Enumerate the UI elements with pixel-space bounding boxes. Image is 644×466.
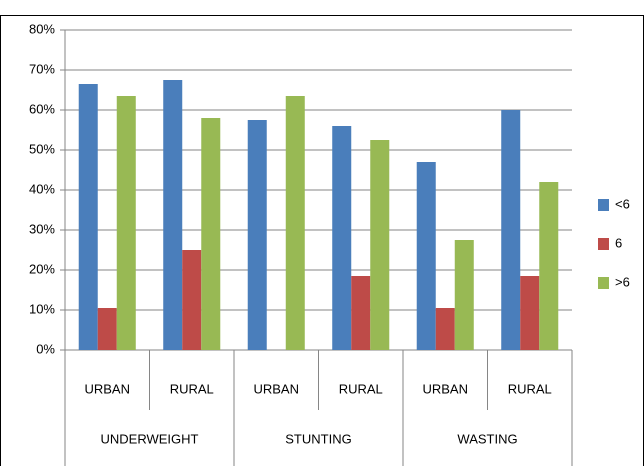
legend-swatch [598, 238, 609, 250]
bar [351, 276, 371, 350]
bar [501, 110, 521, 350]
x-tick-label: URBAN [253, 381, 299, 396]
group-label: UNDERWEIGHT [101, 431, 199, 446]
group-label: STUNTING [285, 431, 351, 446]
bar [97, 308, 117, 350]
legend-label: 6 [615, 235, 622, 250]
y-tick-label: 50% [29, 141, 55, 156]
x-tick-label: URBAN [422, 381, 468, 396]
y-tick-label: 10% [29, 301, 55, 316]
y-tick-label: 0% [36, 341, 55, 356]
bar [520, 276, 540, 350]
legend-swatch [598, 277, 609, 289]
y-tick-label: 40% [29, 181, 55, 196]
bar [247, 120, 267, 350]
y-tick-label: 70% [29, 61, 55, 76]
bar [539, 182, 559, 350]
bar [116, 96, 136, 350]
bar [332, 126, 352, 350]
legend-label: <6 [615, 196, 630, 211]
bar [416, 162, 436, 350]
legend-label: >6 [615, 274, 630, 289]
group-label: WASTING [457, 431, 517, 446]
bar [370, 140, 390, 350]
x-tick-label: RURAL [508, 381, 552, 396]
x-tick-label: URBAN [84, 381, 130, 396]
bar [285, 96, 305, 350]
bar [435, 308, 455, 350]
bar [78, 84, 98, 350]
x-tick-label: RURAL [339, 381, 383, 396]
bar [201, 118, 221, 350]
x-tick-label: RURAL [170, 381, 214, 396]
bar [182, 250, 202, 350]
y-tick-label: 20% [29, 261, 55, 276]
y-tick-label: 60% [29, 101, 55, 116]
y-tick-label: 80% [29, 21, 55, 36]
legend-swatch [598, 199, 609, 211]
y-tick-label: 30% [29, 221, 55, 236]
bar [454, 240, 474, 350]
bar [163, 80, 183, 350]
